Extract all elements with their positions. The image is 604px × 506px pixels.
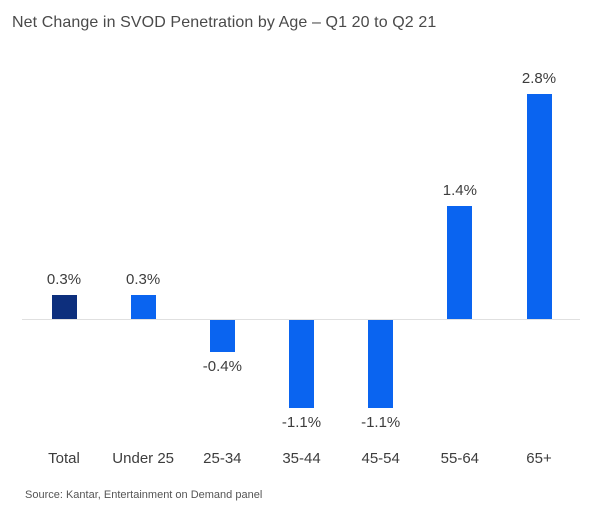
category-label-25-34: 25-34 <box>203 450 242 467</box>
category-label-55-64: 55-64 <box>440 450 480 467</box>
category-label-under-25: Under 25 <box>112 450 175 467</box>
bar-25-34 <box>209 320 235 353</box>
chart-title: Net Change in SVOD Penetration by Age – … <box>12 14 437 31</box>
bar-35-44 <box>289 320 314 409</box>
bar-total <box>51 294 77 319</box>
value-label-45-54: -1.1% <box>361 414 401 432</box>
value-label-total: 0.3% <box>46 270 82 288</box>
category-label-35-44: 35-44 <box>282 450 321 467</box>
value-label-55-64: 1.4% <box>442 182 477 200</box>
source-note: Source: Kantar, Entertainment on Demand … <box>25 489 263 501</box>
bar-45-54 <box>368 320 394 409</box>
bar-65+ <box>526 93 552 319</box>
value-label-35-44: -1.1% <box>281 414 322 432</box>
value-label-under-25: 0.3% <box>126 270 161 288</box>
value-label-25-34: -0.4% <box>202 358 242 376</box>
category-label-65+: 65+ <box>526 450 552 467</box>
category-label-45-54: 45-54 <box>361 450 400 467</box>
zero-axis-line <box>22 319 580 320</box>
bar-55-64 <box>447 206 473 319</box>
category-label-total: Total <box>48 450 80 467</box>
bar-under-25 <box>130 294 156 319</box>
value-label-65+: 2.8% <box>521 69 557 87</box>
